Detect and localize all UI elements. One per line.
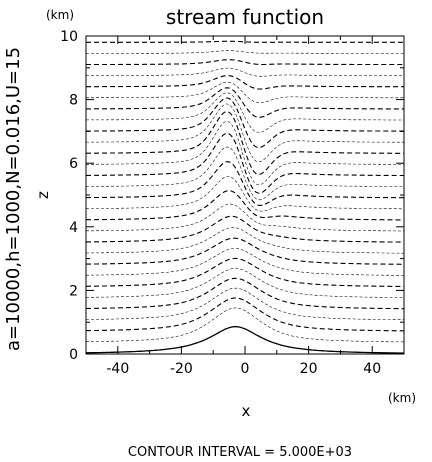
- chart-title: stream function: [166, 5, 324, 29]
- contour-line: [86, 287, 404, 321]
- contour-line: [86, 40, 404, 43]
- y-axis-ticks: 0 2 4 6 8 10: [60, 29, 404, 363]
- y-tick-label: 6: [69, 156, 78, 172]
- contour-line: [86, 81, 404, 103]
- x-tick-label: 40: [363, 361, 381, 377]
- x-axis-ticks: -40 -20 0 20 40: [85, 36, 405, 377]
- y-tick-label: 8: [69, 93, 78, 109]
- y-tick-label: 0: [69, 347, 78, 363]
- contour-line: [86, 176, 404, 212]
- contour-line: [86, 132, 404, 194]
- y-tick-label: 2: [69, 283, 78, 299]
- x-axis-label: x: [242, 402, 251, 420]
- contour-interval-footer: CONTOUR INTERVAL = 5.000E+03: [128, 445, 352, 460]
- x-tick-label: -20: [170, 361, 193, 377]
- contour-line: [86, 297, 405, 332]
- contour-line: [85, 92, 404, 133]
- contour-line: [85, 277, 404, 310]
- contour-line: [86, 161, 404, 206]
- x-tick-label: -40: [106, 361, 129, 377]
- contour-line: [86, 121, 404, 186]
- contour-line: [86, 227, 404, 254]
- contour-line: [86, 111, 404, 175]
- contour-line: [86, 67, 404, 77]
- terrain-line: [86, 326, 405, 354]
- contour-line: [86, 237, 404, 265]
- x-tick-label: 0: [241, 361, 250, 377]
- contour-line: [86, 75, 404, 90]
- contour-line: [85, 190, 404, 221]
- y-tick-label: 10: [60, 29, 78, 45]
- y-tick-label: 4: [69, 220, 78, 236]
- contour-line: [86, 268, 404, 298]
- x-tick-label: 20: [300, 361, 318, 377]
- contour-line: [86, 50, 404, 54]
- contour-lines: [85, 40, 405, 343]
- y-axis-label: z: [34, 191, 52, 199]
- contour-line: [86, 59, 404, 66]
- side-parameter-label: a=10000,h=1000,N=0.016,U=15: [3, 47, 24, 351]
- contour-line: [86, 146, 404, 201]
- contour-line: [86, 203, 404, 232]
- contour-line: [86, 257, 404, 288]
- contour-line: [86, 307, 405, 343]
- contour-line: [86, 87, 404, 118]
- y-unit-label: (km): [46, 8, 74, 22]
- x-unit-label: (km): [388, 391, 416, 405]
- contour-line: [86, 215, 404, 243]
